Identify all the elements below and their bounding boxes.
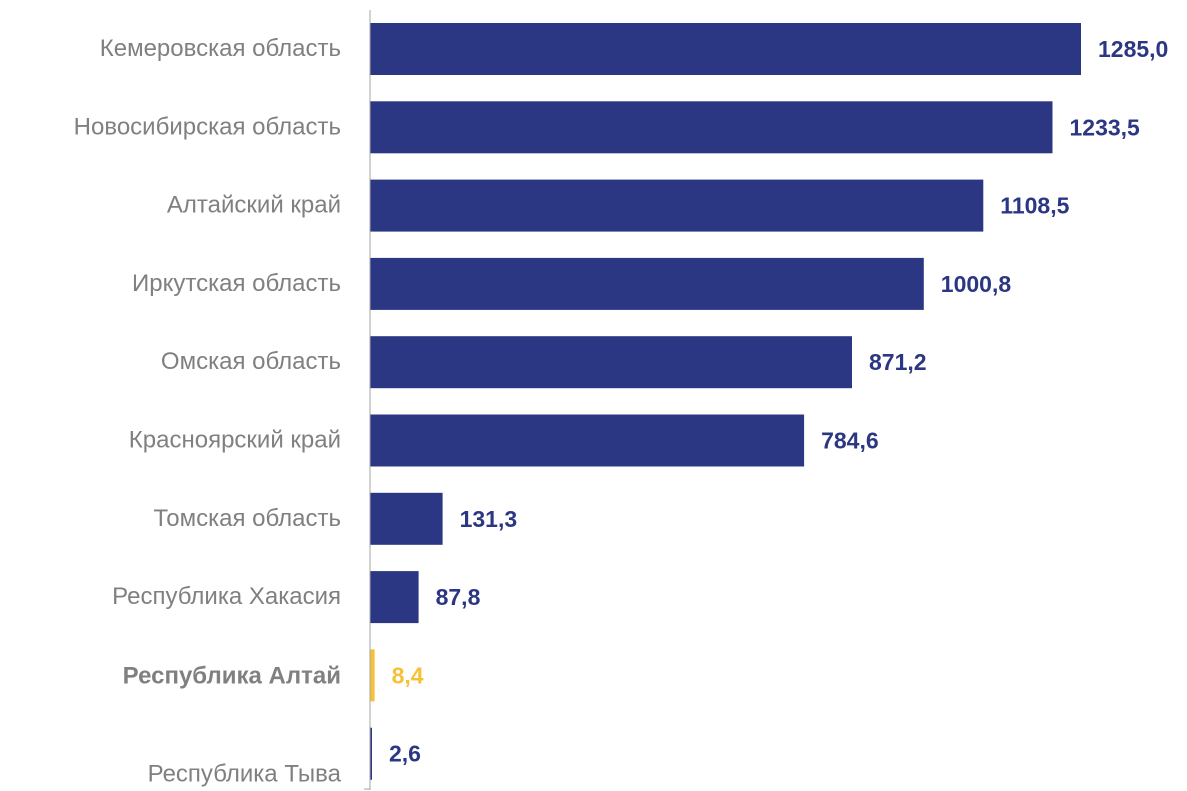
labels-layer: 1285,0 Кемеровская область 1233,5 Новосибир… xyxy=(74,35,1169,788)
category-label-2: Новосибирская область xyxy=(74,113,341,140)
category-label-7: Томская область xyxy=(153,505,341,532)
value-label-3: 1108,5 xyxy=(1000,193,1069,219)
category-label-5: Омская область xyxy=(161,348,341,375)
value-label-2: 1233,5 xyxy=(1070,114,1141,140)
value-label-9: 8,4 xyxy=(392,662,424,688)
bar-2 xyxy=(370,101,1053,154)
value-label-1: 1285,0 xyxy=(1098,36,1168,62)
bar-6 xyxy=(370,414,805,467)
bar-10 xyxy=(370,727,372,780)
category-label-8: Республика Хакасия xyxy=(112,583,341,610)
category-label-1: Кемеровская область xyxy=(100,35,341,62)
value-label-4: 1000,8 xyxy=(941,271,1012,297)
bar-7 xyxy=(370,492,443,545)
value-label-10: 2,6 xyxy=(389,741,421,767)
category-label-6: Красноярский край xyxy=(129,427,341,454)
bars-layer xyxy=(370,23,1081,780)
category-label-9: Республика Алтай xyxy=(123,662,341,689)
category-label-3: Алтайский край xyxy=(167,192,341,219)
value-label-7: 131,3 xyxy=(460,506,518,532)
value-label-8: 87,8 xyxy=(436,584,481,610)
category-label-4: Иркутская область xyxy=(132,270,341,297)
bar-5 xyxy=(370,336,852,389)
bar-9 xyxy=(370,649,375,702)
y-axis xyxy=(364,10,371,790)
bar-8 xyxy=(370,571,419,624)
value-label-5: 871,2 xyxy=(869,349,927,375)
bar-3 xyxy=(370,179,984,232)
bar-4 xyxy=(370,257,924,310)
category-label-10: Республика Тыва xyxy=(148,761,342,788)
value-label-6: 784,6 xyxy=(821,428,879,454)
bar-1 xyxy=(370,23,1081,75)
